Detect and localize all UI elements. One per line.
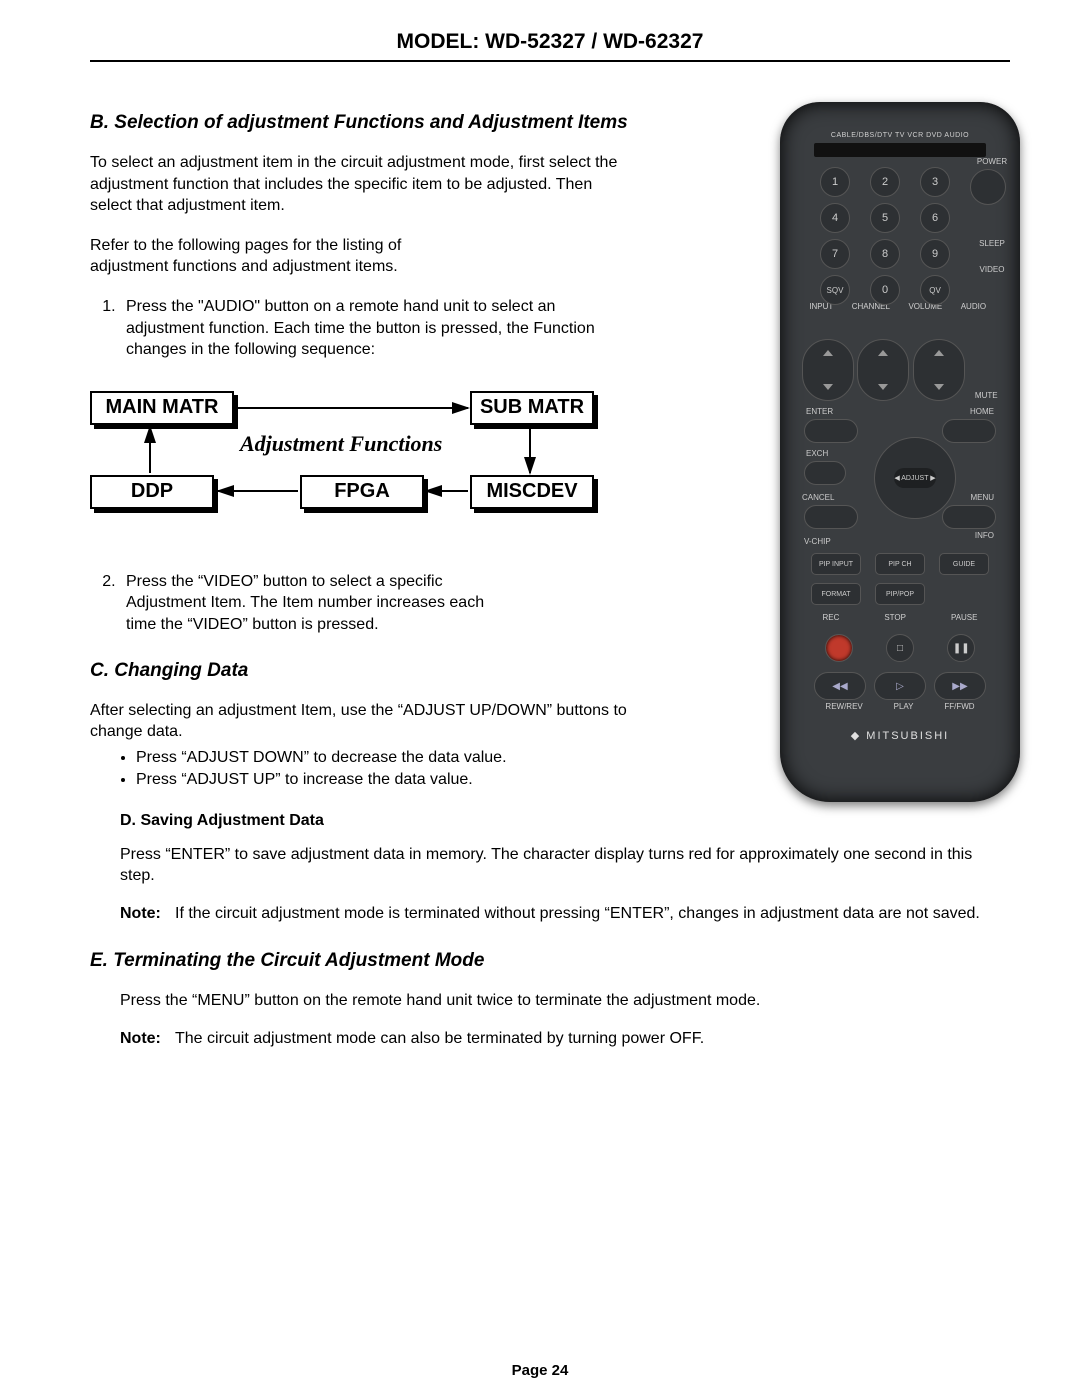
section-b-steps: Press the "AUDIO" button on a remote han… xyxy=(90,296,630,361)
flow-sub-matr: SUB MATR xyxy=(470,391,594,425)
remote-play-label: PLAY xyxy=(894,702,914,711)
remote-adjust-label: ◀ ADJUST ▶ xyxy=(894,468,936,488)
remote-btn-9: 9 xyxy=(920,239,950,269)
remote-btn-2: 2 xyxy=(870,167,900,197)
section-e-p1: Press the “MENU” button on the remote ha… xyxy=(120,990,1010,1012)
remote-brand-text: MITSUBISHI xyxy=(866,730,949,742)
remote-dpad: ◀ ADJUST ▶ xyxy=(874,437,956,519)
model-header: MODEL: WD-52327 / WD-62327 xyxy=(90,30,1010,62)
remote-cancel-button xyxy=(804,505,858,529)
remote-play-button: ▷ xyxy=(874,672,926,700)
remote-mode-labels: CABLE/DBS/DTV TV VCR DVD AUDIO xyxy=(794,132,1006,139)
remote-power-button xyxy=(970,169,1006,205)
remote-home-label: HOME xyxy=(970,407,994,416)
remote-rew-label: REW/REV xyxy=(825,702,862,711)
remote-btn-3: 3 xyxy=(920,167,950,197)
remote-audio-label: AUDIO xyxy=(961,302,991,311)
remote-btn-6: 6 xyxy=(920,203,950,233)
remote-vchip-label: V-CHIP xyxy=(804,537,831,546)
remote-btn-0: 0 xyxy=(870,275,900,305)
remote-rec-button xyxy=(825,634,853,662)
remote-enter-button xyxy=(804,419,858,443)
mitsubishi-logo-icon: ◆ xyxy=(851,730,861,742)
section-b-p1: To select an adjustment item in the circ… xyxy=(90,152,630,217)
remote-pipch-button: PIP CH xyxy=(875,553,925,575)
section-b-step1: Press the "AUDIO" button on a remote han… xyxy=(120,296,630,361)
remote-rec-row: □ ❚❚ xyxy=(808,634,992,662)
remote-volume-rocker xyxy=(913,339,965,401)
remote-menu-button xyxy=(942,505,996,529)
remote-pause-label: PAUSE xyxy=(951,613,978,622)
remote-btn-4: 4 xyxy=(820,203,850,233)
remote-exch-button xyxy=(804,461,846,485)
remote-pipinput-button: PIP INPUT xyxy=(811,553,861,575)
remote-btn-1: 1 xyxy=(820,167,850,197)
section-b-heading: B. Selection of adjustment Functions and… xyxy=(90,112,630,134)
remote-enter-label: ENTER xyxy=(806,407,833,416)
flow-caption: Adjustment Functions xyxy=(240,431,442,457)
section-d-note-text: If the circuit adjustment mode is termin… xyxy=(175,903,980,925)
remote-stop-button: □ xyxy=(886,634,914,662)
section-b-steps-2: Press the “VIDEO” button to select a spe… xyxy=(90,571,500,636)
remote-number-pad: 1 2 3 4 5 6 7 8 9 SQV 0 QV POWER SLEEP V… xyxy=(794,167,1006,302)
remote-video-label: VIDEO xyxy=(972,265,1012,274)
remote-mute-label: MUTE xyxy=(966,391,1006,400)
remote-cancel-label: CANCEL xyxy=(802,493,834,502)
remote-brand: ◆ MITSUBISHI xyxy=(794,729,1006,742)
remote-btn-7: 7 xyxy=(820,239,850,269)
remote-format-row: FORMAT PIP/POP xyxy=(804,583,996,605)
section-e-note-text: The circuit adjustment mode can also be … xyxy=(175,1028,704,1050)
remote-control-figure: CABLE/DBS/DTV TV VCR DVD AUDIO 1 2 3 4 5… xyxy=(780,102,1020,802)
remote-mid-grid: ENTER HOME EXCH CANCEL MENU INFO ◀ ADJUS… xyxy=(794,407,1006,577)
section-c-p1: After selecting an adjustment Item, use … xyxy=(90,700,630,743)
adjustment-functions-flow: MAIN MATR SUB MATR DDP FPGA MISCDEV Adju… xyxy=(90,391,590,521)
remote-transport-labels: REW/REV PLAY FF/FWD xyxy=(810,702,990,711)
flow-fpga: FPGA xyxy=(300,475,424,509)
remote-btn-sqv: SQV xyxy=(820,275,850,305)
remote-rec-label: REC xyxy=(822,613,839,622)
section-c-heading: C. Changing Data xyxy=(90,660,630,682)
remote-home-button xyxy=(942,419,996,443)
remote-input-rocker xyxy=(802,339,854,401)
remote-btn-8: 8 xyxy=(870,239,900,269)
remote-info-label: INFO xyxy=(975,531,994,540)
remote-guide-button: GUIDE xyxy=(939,553,989,575)
section-e-note: Note: The circuit adjustment mode can al… xyxy=(120,1028,1010,1050)
remote-exch-label: EXCH xyxy=(806,449,828,458)
page-number: Page 24 xyxy=(0,1362,1080,1379)
remote-pippop-button: PIP/POP xyxy=(875,583,925,605)
section-d-heading: D. Saving Adjustment Data xyxy=(120,812,1010,830)
remote-btn-5: 5 xyxy=(870,203,900,233)
remote-rocker-labels: INPUT CHANNEL VOLUME AUDIO xyxy=(794,302,1006,311)
section-b-step2: Press the “VIDEO” button to select a spe… xyxy=(120,571,500,636)
remote-btn-qv: QV xyxy=(920,275,950,305)
section-e-note-label: Note: xyxy=(120,1028,175,1050)
section-b-p2: Refer to the following pages for the lis… xyxy=(90,235,450,278)
remote-transport-row: ◀◀ ▷ ▶▶ xyxy=(810,672,990,700)
remote-sleep-label: SLEEP xyxy=(972,239,1012,248)
remote-power-label: POWER xyxy=(972,157,1012,166)
remote-rew-button: ◀◀ xyxy=(814,672,866,700)
section-d-note-label: Note: xyxy=(120,903,175,925)
remote-ff-label: FF/FWD xyxy=(944,702,974,711)
flow-miscdev: MISCDEV xyxy=(470,475,594,509)
flow-ddp: DDP xyxy=(90,475,214,509)
remote-format-button: FORMAT xyxy=(811,583,861,605)
flow-main-matr: MAIN MATR xyxy=(90,391,234,425)
remote-pause-button: ❚❚ xyxy=(947,634,975,662)
section-d-p1: Press “ENTER” to save adjustment data in… xyxy=(120,844,1010,887)
remote-channel-rocker xyxy=(857,339,909,401)
section-e-heading: E. Terminating the Circuit Adjustment Mo… xyxy=(90,950,1010,972)
remote-stop-label: STOP xyxy=(884,613,906,622)
remote-rec-row-labels: REC STOP PAUSE xyxy=(794,613,1006,622)
section-d-note: Note: If the circuit adjustment mode is … xyxy=(120,903,1010,925)
remote-rocker-row: MUTE xyxy=(800,339,1000,401)
remote-ff-button: ▶▶ xyxy=(934,672,986,700)
remote-menu-label: MENU xyxy=(970,493,994,502)
remote-ir-window xyxy=(814,143,986,157)
